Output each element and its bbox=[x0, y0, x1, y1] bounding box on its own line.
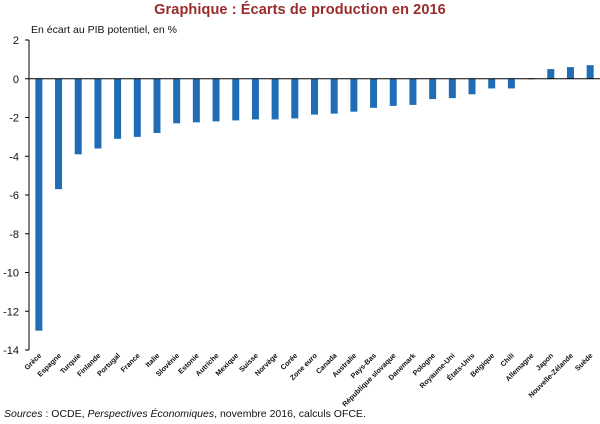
bar-espagne bbox=[55, 78, 63, 190]
source-sep: : OCDE, bbox=[42, 408, 88, 420]
y-tick-label: 0 bbox=[13, 74, 19, 86]
bar-belgique bbox=[488, 78, 496, 89]
y-tick-label: -4 bbox=[9, 151, 19, 163]
bar-suisse bbox=[251, 78, 259, 120]
y-axis-unit-label: En écart au PIB potentiel, en % bbox=[31, 24, 177, 36]
bar-finlande bbox=[94, 78, 102, 149]
bar--tats-unis bbox=[468, 78, 476, 95]
bar-pays-bas bbox=[370, 78, 378, 108]
bar-estonie bbox=[192, 78, 200, 123]
bar-cor-e bbox=[291, 78, 299, 119]
x-tick-label: Suède bbox=[573, 351, 595, 373]
bar-australie bbox=[350, 78, 358, 112]
bar-gr-ce bbox=[35, 78, 43, 331]
bar-portugal bbox=[114, 78, 122, 139]
y-tick-label: -10 bbox=[3, 268, 19, 280]
y-tick-label: -8 bbox=[9, 229, 19, 241]
chart-title: Graphique : Écarts de production en 2016 bbox=[154, 2, 446, 18]
source-publication: Perspectives Économiques bbox=[87, 408, 215, 420]
source-prefix: Sources bbox=[4, 408, 43, 420]
bar-nouvelle-z-lande bbox=[566, 67, 574, 79]
y-axis: 2 0 -2 -4 -6 -8 -10 -12 -14 bbox=[3, 35, 29, 357]
bar-autriche bbox=[212, 78, 220, 122]
bar-france bbox=[133, 78, 141, 137]
y-tick-label: 2 bbox=[13, 35, 19, 47]
y-tick-label: -12 bbox=[3, 306, 19, 318]
bar-pologne bbox=[429, 78, 437, 100]
bar-canada bbox=[330, 78, 338, 114]
y-tick-label: -2 bbox=[9, 113, 19, 125]
bar-japon bbox=[547, 69, 555, 79]
bar-danemark bbox=[409, 78, 417, 105]
x-axis-labels: GrèceEspagneTurquieFinlandePortugalFranc… bbox=[22, 350, 594, 408]
bar-chili bbox=[507, 78, 515, 89]
bar-r-publique-slovaque bbox=[389, 78, 397, 106]
source-suffix: , novembre 2016, calculs OFCE. bbox=[214, 408, 366, 420]
bar-su-de bbox=[586, 65, 594, 79]
bar-zone-euro bbox=[311, 78, 318, 115]
source-note: Sources : OCDE, Perspectives Économiques… bbox=[4, 408, 366, 420]
y-tick-label: -14 bbox=[3, 345, 19, 357]
bar-royaume-uni bbox=[448, 78, 456, 99]
y-tick-label: -6 bbox=[9, 190, 19, 202]
bar-slov-nie bbox=[173, 78, 181, 124]
bar-italie bbox=[153, 78, 161, 133]
bar-mexique bbox=[232, 78, 240, 121]
bar-norv-ge bbox=[271, 78, 279, 120]
bar-turquie bbox=[74, 78, 82, 155]
bars bbox=[35, 65, 594, 331]
x-tick-label: France bbox=[119, 351, 142, 374]
